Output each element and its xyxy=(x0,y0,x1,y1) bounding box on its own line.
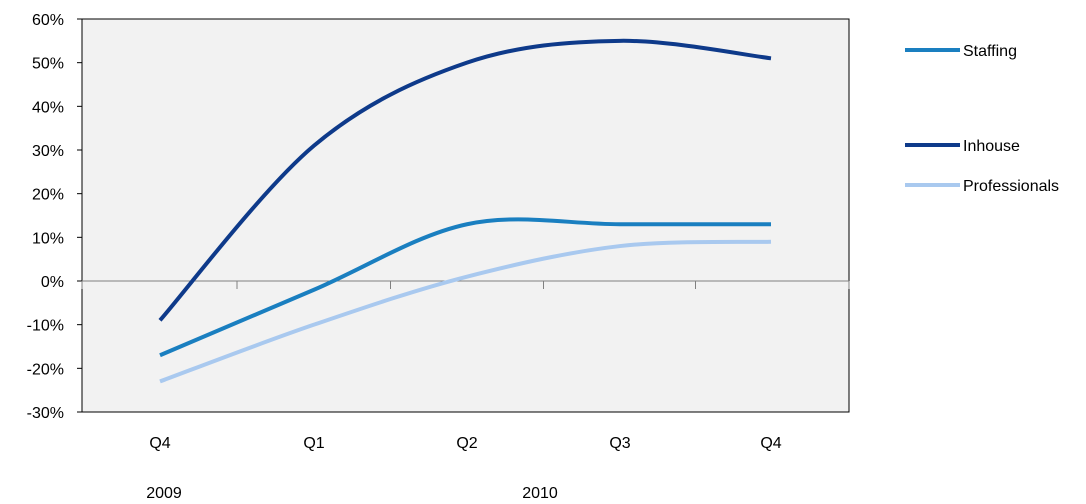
x-axis: Q4 Q1 Q2 Q3 Q4 xyxy=(81,281,850,452)
legend: Staffing Inhouse Professionals xyxy=(905,43,1059,195)
x-tick-label: Q3 xyxy=(609,435,630,452)
y-tick-label: 0% xyxy=(41,274,64,291)
legend-label-professionals: Professionals xyxy=(963,178,1059,195)
y-axis: -30% -20% -10% 0% 10% 20% 30% 40% 50% 60% xyxy=(27,12,82,422)
y-tick-label: 50% xyxy=(32,56,64,73)
series-line-staffing xyxy=(159,217,771,358)
y-tick-label: 60% xyxy=(32,12,64,29)
y-tick-label: 40% xyxy=(32,99,64,116)
year-labels: 2009 2010 xyxy=(146,485,558,502)
series-lines xyxy=(158,38,772,384)
year-label-2010: 2010 xyxy=(522,485,558,502)
series-line-professionals xyxy=(159,239,772,384)
series-line-inhouse xyxy=(158,38,772,322)
y-tick-label: -20% xyxy=(27,361,64,378)
legend-label-staffing: Staffing xyxy=(963,43,1017,60)
x-tick-label: Q1 xyxy=(303,435,324,452)
y-tick-label: 30% xyxy=(32,143,64,160)
y-tick-label: 10% xyxy=(32,230,64,247)
y-tick-label: -10% xyxy=(27,318,64,335)
x-tick-label: Q4 xyxy=(149,435,170,452)
x-tick-label: Q4 xyxy=(760,435,781,452)
legend-label-inhouse: Inhouse xyxy=(963,138,1020,155)
y-tick-label: 20% xyxy=(32,187,64,204)
x-tick-label: Q2 xyxy=(456,435,477,452)
y-tick-label: -30% xyxy=(27,405,64,422)
plot-area xyxy=(81,18,850,413)
year-label-2009: 2009 xyxy=(146,485,182,502)
